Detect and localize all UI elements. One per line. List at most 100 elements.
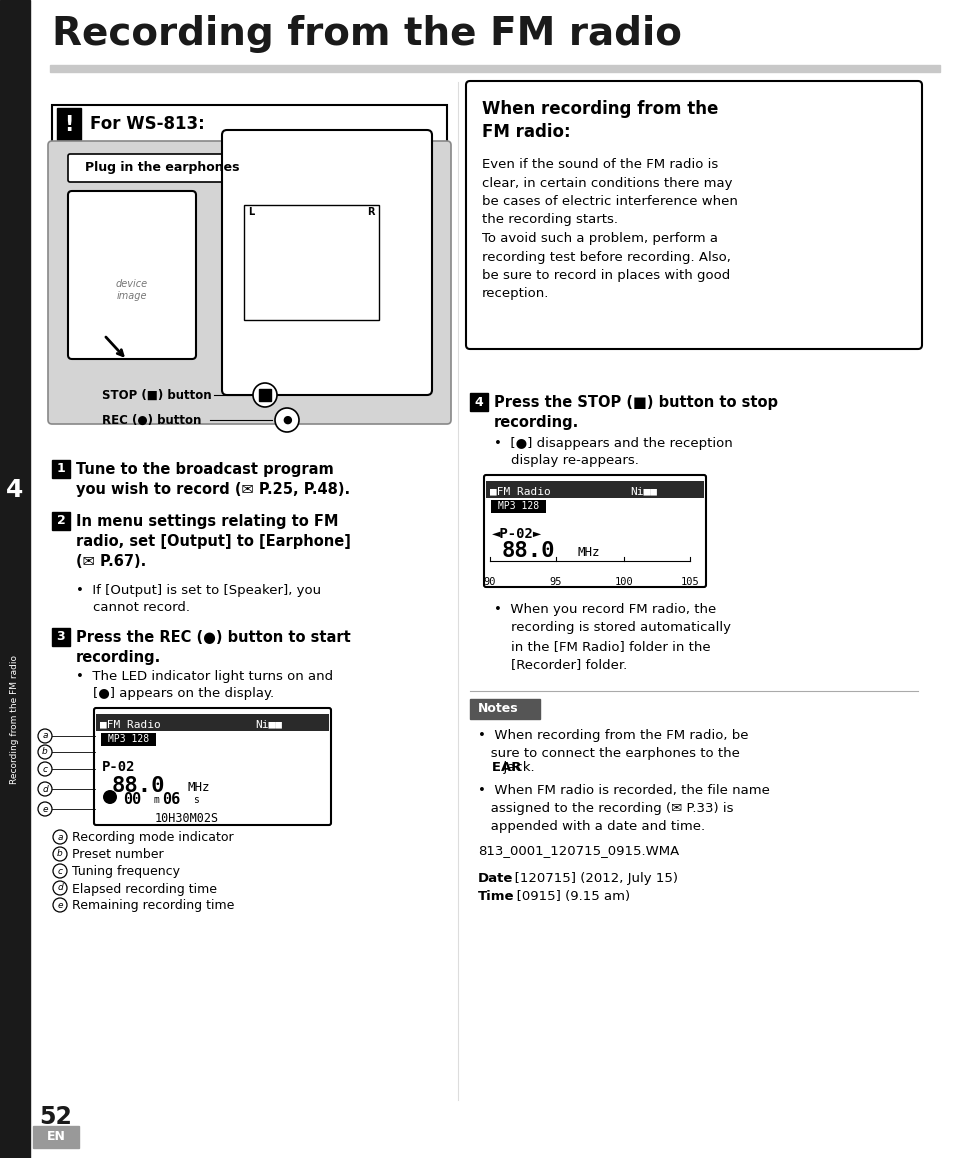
Text: Press the REC (●) button to start
recording.: Press the REC (●) button to start record… <box>76 630 351 665</box>
Text: Even if the sound of the FM radio is
clear, in certain conditions there may
be c: Even if the sound of the FM radio is cle… <box>481 157 737 300</box>
Text: 100: 100 <box>614 577 633 587</box>
Text: m: m <box>153 796 160 805</box>
Bar <box>52 105 447 142</box>
Text: Ni■■: Ni■■ <box>629 486 657 496</box>
Text: c: c <box>57 866 63 875</box>
Text: Recording mode indicator: Recording mode indicator <box>71 831 233 844</box>
FancyBboxPatch shape <box>48 141 451 424</box>
Circle shape <box>38 730 52 743</box>
Text: Press the STOP (■) button to stop
recording.: Press the STOP (■) button to stop record… <box>494 395 778 430</box>
Text: 105: 105 <box>679 577 699 587</box>
Text: b: b <box>57 850 63 858</box>
Text: •  When recording from the FM radio, be
   sure to connect the earphones to the: • When recording from the FM radio, be s… <box>477 730 748 760</box>
Circle shape <box>103 790 117 804</box>
Text: •  The LED indicator light turns on and
    [●] appears on the display.: • The LED indicator light turns on and [… <box>76 670 333 699</box>
Text: !: ! <box>64 115 73 135</box>
Text: jack.: jack. <box>477 761 534 774</box>
Text: When recording from the
FM radio:: When recording from the FM radio: <box>481 100 718 141</box>
Text: 52: 52 <box>39 1105 72 1129</box>
Text: Plug in the earphones: Plug in the earphones <box>85 161 239 174</box>
Bar <box>52 628 70 646</box>
Bar <box>470 393 488 411</box>
Bar <box>244 205 378 320</box>
Bar <box>33 1126 79 1148</box>
Text: 4: 4 <box>7 478 24 503</box>
Text: b: b <box>42 748 48 756</box>
Text: Tune to the broadcast program
you wish to record (✉ P.25, P.48).: Tune to the broadcast program you wish t… <box>76 462 350 497</box>
Text: •  When FM radio is recorded, the file name
   assigned to the recording (✉ P.33: • When FM radio is recorded, the file na… <box>477 784 769 833</box>
Text: c: c <box>43 764 48 774</box>
Text: 88.0: 88.0 <box>501 541 555 560</box>
Text: STOP (■) button: STOP (■) button <box>102 388 212 402</box>
Text: Notes: Notes <box>477 703 518 716</box>
Text: Remaining recording time: Remaining recording time <box>71 900 234 913</box>
Text: EAR: EAR <box>477 761 521 774</box>
FancyBboxPatch shape <box>222 130 432 395</box>
Text: Elapsed recording time: Elapsed recording time <box>71 882 216 895</box>
Text: •  [●] disappears and the reception
    display re-appears.: • [●] disappears and the reception displ… <box>494 437 732 467</box>
Text: Preset number: Preset number <box>71 849 164 862</box>
FancyBboxPatch shape <box>68 191 195 359</box>
Text: EN: EN <box>47 1130 66 1143</box>
Text: a: a <box>57 833 63 842</box>
Circle shape <box>53 830 67 844</box>
Circle shape <box>38 745 52 758</box>
Text: MP3 128: MP3 128 <box>109 734 150 743</box>
Text: Time: Time <box>477 891 514 903</box>
Text: device
image: device image <box>116 279 148 301</box>
Bar <box>50 65 939 72</box>
Circle shape <box>53 864 67 878</box>
Text: s: s <box>193 796 198 805</box>
Bar <box>470 699 539 719</box>
Text: Tuning frequency: Tuning frequency <box>71 865 180 879</box>
Text: MHz: MHz <box>188 780 211 794</box>
Text: 10H30M02S: 10H30M02S <box>154 812 219 824</box>
Bar <box>485 481 703 498</box>
Bar <box>0 0 30 1158</box>
FancyBboxPatch shape <box>68 154 256 182</box>
FancyBboxPatch shape <box>483 475 705 587</box>
Text: : [0915] (9.15 am): : [0915] (9.15 am) <box>507 891 630 903</box>
Text: P-02: P-02 <box>102 760 135 774</box>
Text: •  If [Output] is set to [Speaker], you
    cannot record.: • If [Output] is set to [Speaker], you c… <box>76 584 321 614</box>
Text: R: R <box>367 207 375 217</box>
Bar <box>491 500 545 513</box>
Text: Date: Date <box>477 872 513 885</box>
Text: 00: 00 <box>123 792 141 807</box>
Text: 95: 95 <box>549 577 561 587</box>
Text: MP3 128: MP3 128 <box>497 501 539 511</box>
Bar <box>101 733 156 746</box>
Text: d: d <box>42 784 48 793</box>
Text: a: a <box>42 732 48 740</box>
Bar <box>57 108 81 140</box>
FancyBboxPatch shape <box>94 708 331 824</box>
Text: 90: 90 <box>483 577 496 587</box>
Text: 813_0001_120715_0915.WMA: 813_0001_120715_0915.WMA <box>477 844 679 857</box>
Text: 1: 1 <box>56 462 66 476</box>
Text: In menu settings relating to FM
radio, set [Output] to [Earphone]
(✉ P.67).: In menu settings relating to FM radio, s… <box>76 514 351 569</box>
Circle shape <box>53 897 67 913</box>
Text: ■FM Radio: ■FM Radio <box>100 719 161 730</box>
Text: e: e <box>42 805 48 814</box>
Text: 4: 4 <box>475 396 483 409</box>
Bar <box>258 389 271 401</box>
Text: d: d <box>57 884 63 893</box>
Text: e: e <box>57 901 63 909</box>
Text: ●: ● <box>282 415 292 425</box>
Text: Recording from the FM radio: Recording from the FM radio <box>10 655 19 784</box>
Text: •  When you record FM radio, the
    recording is stored automatically
    in th: • When you record FM radio, the recordin… <box>494 603 730 672</box>
Text: : [120715] (2012, July 15): : [120715] (2012, July 15) <box>505 872 678 885</box>
Circle shape <box>38 782 52 796</box>
Bar <box>96 714 329 731</box>
Bar <box>52 512 70 530</box>
Circle shape <box>38 762 52 776</box>
Text: L: L <box>248 207 254 217</box>
Text: For WS-813:: For WS-813: <box>90 115 205 133</box>
Circle shape <box>53 881 67 895</box>
Text: 3: 3 <box>56 630 65 644</box>
Circle shape <box>253 383 276 406</box>
Text: ■FM Radio: ■FM Radio <box>490 486 550 496</box>
Text: Ni■■: Ni■■ <box>254 719 282 730</box>
Circle shape <box>53 846 67 862</box>
Text: 06: 06 <box>162 792 180 807</box>
